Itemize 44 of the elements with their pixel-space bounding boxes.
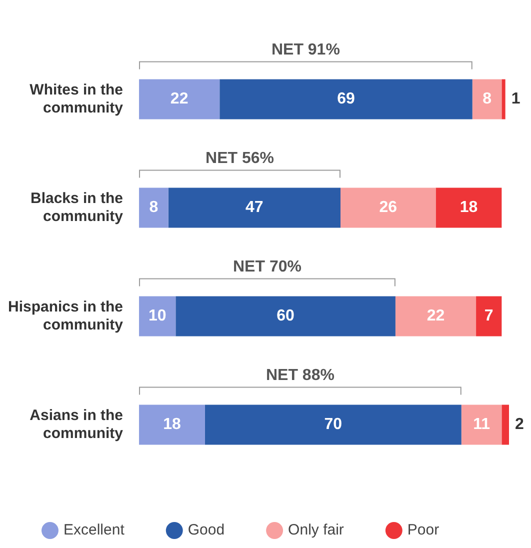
bar: [139, 296, 176, 336]
data-label: 10: [148, 308, 166, 325]
bar: [472, 79, 502, 120]
bar: [502, 404, 509, 445]
legend-label: Good: [188, 522, 225, 539]
data-label: 18: [460, 199, 478, 216]
data-label: 26: [379, 199, 398, 216]
bar: [220, 79, 472, 120]
data-label: 8: [482, 90, 492, 108]
legend-label: Poor: [407, 522, 440, 539]
y-tick-label: Whites in the community: [30, 81, 124, 116]
data-label: 1: [511, 90, 520, 108]
data-label: 47: [246, 199, 264, 216]
annotation: NET 56%: [206, 150, 274, 168]
bar: [139, 404, 205, 445]
bar: [395, 296, 476, 336]
data-label: 22: [426, 308, 445, 325]
bar: [176, 296, 396, 336]
bar: [168, 188, 340, 228]
data-label: 70: [324, 416, 342, 434]
bar: [476, 296, 502, 336]
data-label: 60: [276, 308, 295, 325]
bar: [204, 404, 462, 445]
data-label: 2: [515, 416, 524, 434]
bar: [139, 79, 220, 120]
data-label: 8: [149, 199, 158, 216]
legend-label: Only fair: [288, 522, 344, 539]
data-label: 11: [473, 416, 490, 434]
bar: [502, 79, 506, 120]
data-label: 18: [163, 416, 181, 434]
y-tick-label: Asians in the community: [30, 406, 124, 442]
annotation: NET 70%: [233, 258, 302, 276]
legend-label: Excellent: [64, 522, 126, 539]
annotation: NET 91%: [271, 42, 340, 59]
bar: [340, 188, 436, 228]
y-tick-label: Hispanics in the community: [8, 298, 124, 334]
bar: [461, 404, 502, 445]
bar: [436, 188, 502, 228]
annotation: NET 88%: [266, 367, 334, 384]
data-label: 69: [337, 90, 355, 108]
bar: [139, 188, 168, 228]
data-label: 22: [170, 90, 188, 108]
data-label: 7: [484, 308, 494, 325]
y-tick-label: Blacks in the community: [30, 190, 124, 225]
